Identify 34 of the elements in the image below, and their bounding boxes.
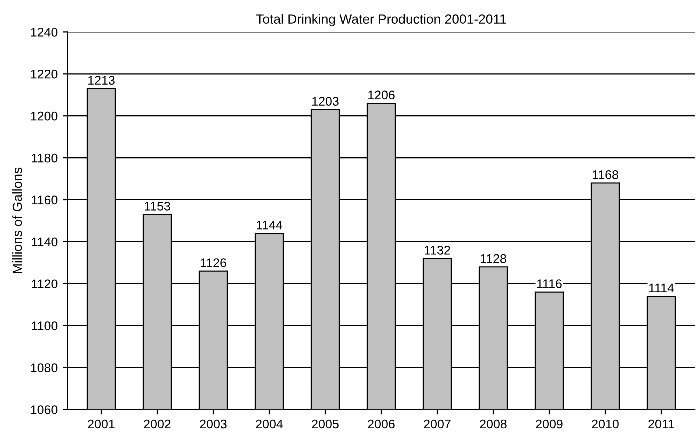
data-label: 1168 [593, 170, 618, 180]
data-label: 1213 [88, 76, 115, 85]
y-tick-label: 1120 [32, 280, 58, 289]
x-tick-label: 2002 [144, 420, 171, 429]
x-tick-label: 2004 [256, 420, 284, 429]
chart-title: Total Drinking Water Production 2001-2011 [256, 14, 506, 27]
data-label: 1126 [201, 258, 226, 268]
data-label: 1153 [145, 202, 170, 211]
x-tick-label: 2003 [200, 420, 227, 429]
data-label: 1132 [425, 246, 450, 255]
y-tick-label: 1240 [31, 28, 58, 37]
y-tick-label: 1100 [32, 322, 58, 331]
x-tick-label: 2005 [312, 420, 339, 429]
y-tick-label: 1200 [31, 112, 58, 121]
x-tick-label: 2008 [480, 420, 507, 429]
data-label: 1114 [649, 284, 674, 293]
data-label: 1203 [312, 97, 339, 106]
x-tick-label: 2007 [424, 420, 451, 429]
x-tick-label: 2010 [592, 420, 619, 429]
data-label: 1144 [257, 220, 283, 230]
y-tick-label: 1140 [32, 238, 58, 247]
y-tick-label: 1080 [31, 364, 58, 372]
x-tick-label: 2006 [368, 420, 395, 429]
y-tick-label: 1180 [32, 154, 58, 163]
y-axis-title: Millions of Gallons [12, 168, 22, 274]
y-tick-label: 1060 [31, 406, 58, 414]
y-tick-label: 1160 [32, 196, 58, 205]
data-label: 1116 [537, 280, 562, 288]
x-tick-label: 2001 [88, 420, 115, 429]
data-label: 1128 [481, 254, 506, 264]
x-tick-label: 2011 [648, 420, 674, 429]
data-label: 1206 [368, 90, 395, 100]
x-tick-label: 2009 [536, 420, 563, 429]
y-tick-label: 1220 [31, 70, 58, 79]
